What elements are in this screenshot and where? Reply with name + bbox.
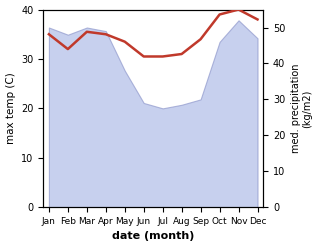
Y-axis label: max temp (C): max temp (C) [5, 72, 16, 144]
Y-axis label: med. precipitation
(kg/m2): med. precipitation (kg/m2) [291, 64, 313, 153]
X-axis label: date (month): date (month) [112, 231, 194, 242]
